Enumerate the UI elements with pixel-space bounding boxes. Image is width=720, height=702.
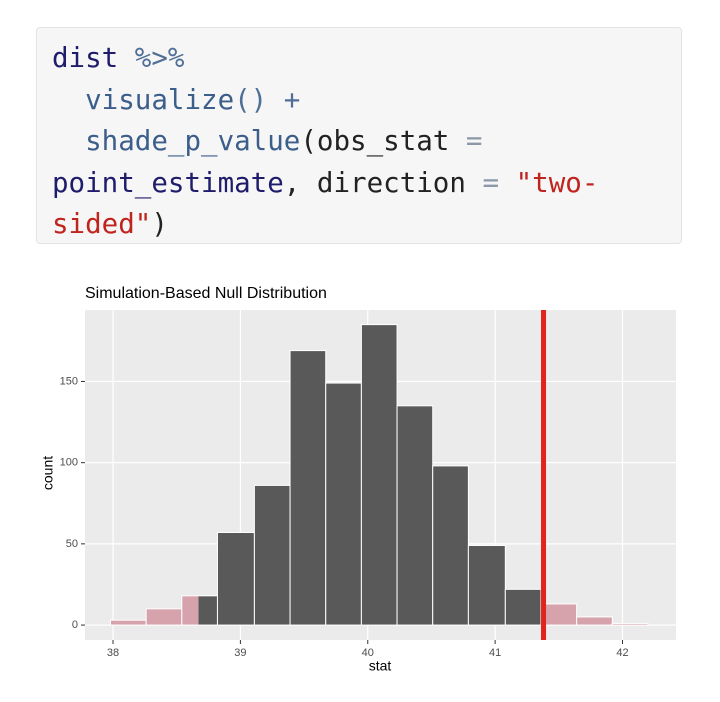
bar	[432, 465, 469, 626]
x-tick-label: 38	[107, 647, 119, 659]
bar	[467, 544, 506, 626]
y-tick-label: 50	[66, 538, 78, 550]
bar-shaded	[109, 619, 147, 626]
bar-shaded	[611, 622, 649, 626]
code: dist %>% visualize() + shade_p_value(obs…	[52, 38, 681, 246]
code-line: dist %>%	[52, 38, 681, 80]
code-token: shade_p_value	[52, 125, 301, 157]
code-token: point_estimate	[52, 166, 284, 199]
chart-title: Simulation-Based Null Distribution	[85, 285, 327, 302]
bar	[360, 324, 398, 626]
y-tick-label: 0	[72, 619, 78, 631]
code-token: () +	[234, 83, 301, 116]
bar-shaded	[576, 616, 613, 626]
code-token: )	[151, 208, 168, 240]
code-line: visualize() +	[52, 80, 681, 122]
code-line: shade_p_value(obs_stat =	[52, 121, 681, 163]
code-token: dist	[52, 42, 119, 74]
code-token: %>%	[118, 42, 185, 74]
chart: Simulation-Based Null Distribution stat …	[40, 285, 676, 674]
x-axis-label: stat	[369, 658, 392, 674]
y-tick-label: 150	[60, 375, 78, 387]
bar-shaded	[540, 603, 578, 626]
x-tick-label: 40	[362, 647, 374, 659]
bar-shaded	[145, 608, 183, 626]
code-token: sided"	[52, 208, 152, 240]
code-token: , direction	[283, 166, 466, 199]
code-token: =	[465, 166, 500, 199]
code-line: sided")	[52, 204, 681, 246]
bar	[253, 484, 291, 626]
y-axis-label: count	[40, 456, 56, 490]
code-token: =	[449, 125, 483, 157]
code-block: dist %>% visualize() + shade_p_value(obs…	[36, 27, 682, 244]
bar	[396, 405, 434, 626]
bar	[289, 350, 327, 626]
x-tick-label: 42	[616, 647, 628, 659]
code-token: visualize	[52, 83, 235, 116]
bar	[216, 531, 255, 626]
code-line: point_estimate, direction = "two-	[52, 163, 681, 205]
code-token: "two-	[499, 166, 599, 199]
bar	[504, 588, 542, 626]
code-token: (obs_stat	[300, 125, 450, 157]
x-tick-label: 41	[489, 647, 501, 659]
bars-main	[198, 324, 544, 626]
bar	[325, 382, 362, 626]
x-tick-label: 39	[234, 647, 246, 659]
y-tick-label: 100	[60, 457, 78, 469]
